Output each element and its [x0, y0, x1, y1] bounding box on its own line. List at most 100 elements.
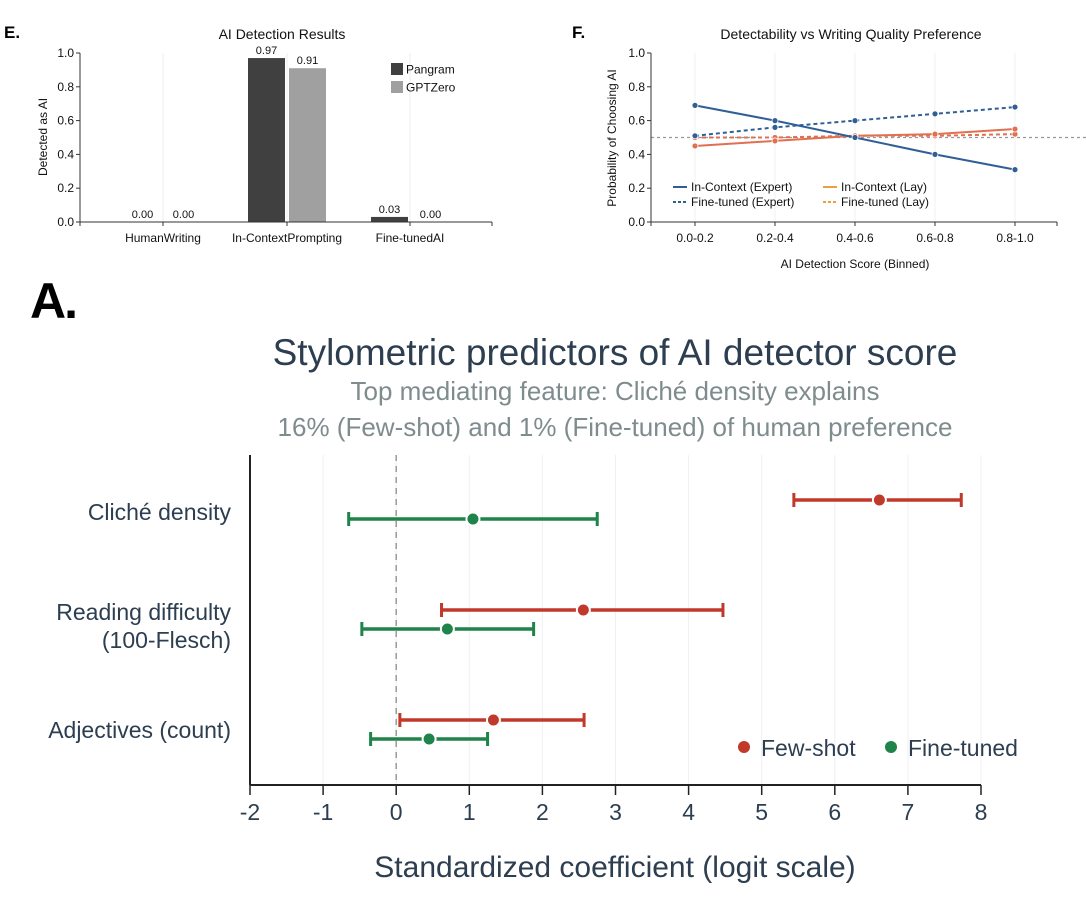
point-in-context-expert	[1011, 166, 1019, 174]
point-fine-tuned-expert	[771, 123, 779, 131]
panel-e-y-axis: 0.0 0.2 0.4 0.6 0.8 1.0	[57, 46, 81, 229]
panel-e-grid	[162, 53, 411, 222]
legend-swatch-few-shot	[738, 741, 750, 753]
estimate-point-few-shot	[575, 602, 591, 618]
estimate-point-fine-tuned	[465, 511, 481, 527]
x-tick-label: 0.0-0.2	[676, 231, 714, 245]
estimate-point-fine-tuned	[439, 621, 455, 637]
y-tick-label: 0.4	[628, 147, 645, 161]
line-fine-tuned-lay	[695, 133, 1016, 139]
y-tick-label: 0.4	[57, 147, 74, 161]
bar-value-label: 0.91	[297, 55, 318, 67]
legend-label-incontext-expert: In-Context (Expert)	[691, 180, 792, 194]
panel-e-legend: Pangram GPTZero	[391, 63, 456, 95]
panel-f-line-chart: F. Detectability vs Writing Quality Pref…	[572, 23, 1086, 271]
x-tick-label: 2	[536, 799, 549, 825]
panel-f-x-axis: 0.0-0.2 0.2-0.4 0.4-0.6 0.6-0.8 0.8-1.0	[650, 221, 1058, 245]
bar-pangram	[371, 216, 408, 222]
x-tick-label: 5	[755, 799, 768, 825]
bar-value-label: 0.03	[379, 204, 400, 216]
point-fine-tuned-expert	[851, 117, 859, 124]
x-tick-label: 0.4-0.6	[836, 231, 874, 245]
x-tick-label: 7	[902, 799, 915, 825]
panel-a-legend: Few-shot Fine-tuned	[738, 735, 1018, 761]
legend-swatch-gptzero	[391, 81, 403, 93]
panel-a-axes: -2 -1 0 1 2 3 4 5 6 7 8	[240, 455, 988, 825]
point-fine-tuned-expert	[1011, 103, 1019, 111]
bar-gptzero	[289, 68, 326, 223]
panel-e-ylabel: Detected as AI	[36, 98, 50, 176]
point-in-context-lay	[691, 142, 699, 150]
x-tick-label: -2	[240, 799, 260, 825]
x-tick-label: 0.8-1.0	[996, 231, 1034, 245]
panel-e-x-axis: HumanWriting In-ContextPrompting Fine-tune…	[79, 221, 493, 245]
y-category-label: (100-Flesch)	[102, 627, 231, 653]
y-tick-label: 1.0	[628, 46, 645, 60]
y-category-label: Cliché density	[88, 499, 232, 525]
legend-swatch-fine-tuned	[885, 741, 897, 753]
legend-label-incontext-lay: In-Context (Lay)	[841, 180, 927, 194]
point-in-context-lay	[931, 130, 939, 138]
panel-e-bar-chart: E. AI Detection Results Detected as AI 0…	[4, 23, 493, 245]
y-tick-label: 1.0	[57, 46, 74, 60]
y-category-label: Adjectives (count)	[48, 717, 231, 743]
x-tick-label: Fine-tunedAI	[376, 231, 445, 245]
panel-e-bars: 0.00 0.97 0.03 0.00 0.91 0.00	[132, 45, 441, 223]
bar-value-label: 0.00	[132, 209, 153, 221]
legend-label-pangram: Pangram	[406, 63, 455, 77]
point-in-context-expert	[931, 150, 939, 158]
point-in-context-lay	[771, 137, 779, 145]
panel-a-marks	[347, 492, 963, 747]
bar-value-label: 0.00	[173, 209, 194, 221]
y-tick-label: 0.8	[57, 80, 74, 94]
bar-value-label: 0.00	[420, 209, 441, 221]
panel-a-coefficient-plot: A. Stylometric predictors of AI detector…	[30, 273, 1018, 884]
panel-f-legend: In-Context (Expert) Fine-tuned (Expert) …	[673, 180, 929, 209]
panel-a-xlabel: Standardized coefficient (logit scale)	[374, 851, 855, 884]
panel-f-label: F.	[572, 23, 585, 42]
estimate-point-few-shot	[485, 712, 501, 728]
x-tick-label: 6	[828, 799, 841, 825]
legend-label-finetuned-expert: Fine-tuned (Expert)	[691, 195, 794, 209]
panel-f-series	[691, 101, 1019, 174]
y-tick-label: 0.6	[628, 114, 645, 128]
panel-a-title: Stylometric predictors of AI detector sc…	[273, 332, 958, 373]
x-tick-label: In-ContextPrompting	[232, 231, 342, 245]
y-tick-label: 0.2	[628, 181, 645, 195]
panel-f-title: Detectability vs Writing Quality Prefere…	[720, 26, 981, 42]
panel-f-y-axis: 0.0 0.2 0.4 0.6 0.8 1.0	[628, 46, 652, 229]
y-tick-label: 0.8	[628, 80, 645, 94]
point-in-context-expert	[691, 101, 699, 109]
legend-label-finetuned-lay: Fine-tuned (Lay)	[841, 195, 929, 209]
x-tick-label: 0.2-0.4	[756, 231, 794, 245]
legend-label-gptzero: GPTZero	[406, 81, 456, 95]
legend-label-few-shot: Few-shot	[761, 735, 856, 761]
bar-value-label: 0.97	[256, 45, 277, 57]
bar-pangram	[248, 58, 285, 222]
x-tick-label: -1	[313, 799, 333, 825]
y-category-label: Reading difficulty	[56, 599, 231, 625]
x-tick-label: 0	[390, 799, 403, 825]
panel-a-subtitle-line-1: Top mediating feature: Cliché density ex…	[351, 376, 880, 406]
y-tick-label: 0.0	[628, 215, 645, 229]
x-tick-label: HumanWriting	[125, 231, 201, 245]
point-fine-tuned-expert	[691, 132, 699, 140]
point-in-context-lay	[1011, 125, 1019, 133]
panel-a-grid	[322, 455, 982, 785]
point-fine-tuned-expert	[931, 110, 939, 118]
x-tick-label: 1	[463, 799, 476, 825]
panel-a-subtitle-line-2: 16% (Few-shot) and 1% (Fine-tuned) of hu…	[278, 412, 953, 442]
panel-f-ylabel: Probability of Choosing AI	[605, 69, 619, 206]
panel-e-label: E.	[4, 23, 20, 42]
estimate-point-fine-tuned	[421, 731, 437, 747]
legend-swatch-pangram	[391, 63, 403, 75]
x-tick-label: 8	[975, 799, 988, 825]
panel-a-label: A.	[30, 273, 76, 329]
y-tick-label: 0.0	[57, 215, 74, 229]
x-tick-label: 4	[682, 799, 695, 825]
panel-f-xlabel: AI Detection Score (Binned)	[781, 257, 930, 271]
point-in-context-expert	[771, 117, 779, 124]
y-tick-label: 0.2	[57, 181, 74, 195]
point-in-context-expert	[851, 134, 859, 141]
